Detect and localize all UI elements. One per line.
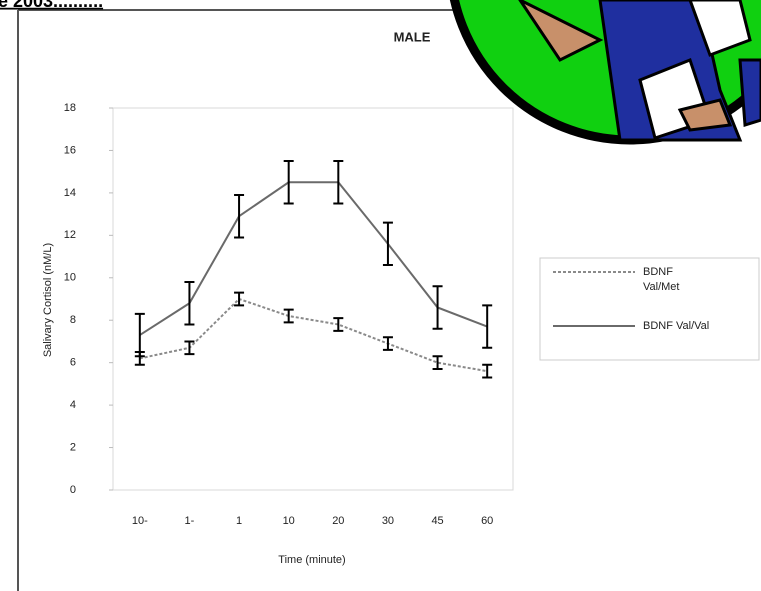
y-tick-label: 4: [70, 399, 76, 411]
x-tick-label: 30: [382, 515, 394, 527]
series-line: [140, 182, 487, 335]
y-tick-label: 8: [70, 314, 76, 326]
x-axis-label: Time (minute): [278, 554, 345, 566]
series-line: [140, 299, 487, 371]
x-tick-label: 45: [431, 515, 443, 527]
error-bar: [135, 314, 145, 356]
y-tick-label: 18: [64, 102, 76, 114]
x-tick-label: 10: [283, 515, 295, 527]
error-bar: [433, 286, 443, 328]
x-tick-label: 10-: [132, 515, 148, 527]
y-tick-label: 16: [64, 144, 76, 156]
heading: e 2003..........: [0, 0, 103, 11]
error-bar: [184, 282, 194, 324]
error-bar: [383, 337, 393, 350]
y-tick-label: 2: [70, 441, 76, 453]
cartoon: [450, 0, 761, 140]
legend-label: BDNF Val/Val: [643, 320, 709, 332]
error-bar: [333, 318, 343, 331]
y-tick-label: 10: [64, 272, 76, 284]
y-tick-label: 6: [70, 357, 76, 369]
error-bar: [482, 305, 492, 347]
y-tick-label: 12: [64, 229, 76, 241]
y-tick-label: 14: [64, 187, 76, 199]
error-bar: [234, 195, 244, 237]
plot-area: [113, 108, 513, 490]
y-axis-label: Salivary Cortisol (nM/L): [42, 243, 54, 357]
slide: e 2003.......... MALE Time (minute) Sali…: [0, 0, 761, 591]
x-tick-label: 1-: [185, 515, 195, 527]
y-tick-label: 0: [70, 484, 76, 496]
error-bar: [383, 223, 393, 265]
chart-title: MALE: [394, 29, 431, 44]
x-tick-label: 20: [332, 515, 344, 527]
x-tick-label: 1: [236, 515, 242, 527]
error-bar: [234, 293, 244, 306]
x-tick-label: 60: [481, 515, 493, 527]
